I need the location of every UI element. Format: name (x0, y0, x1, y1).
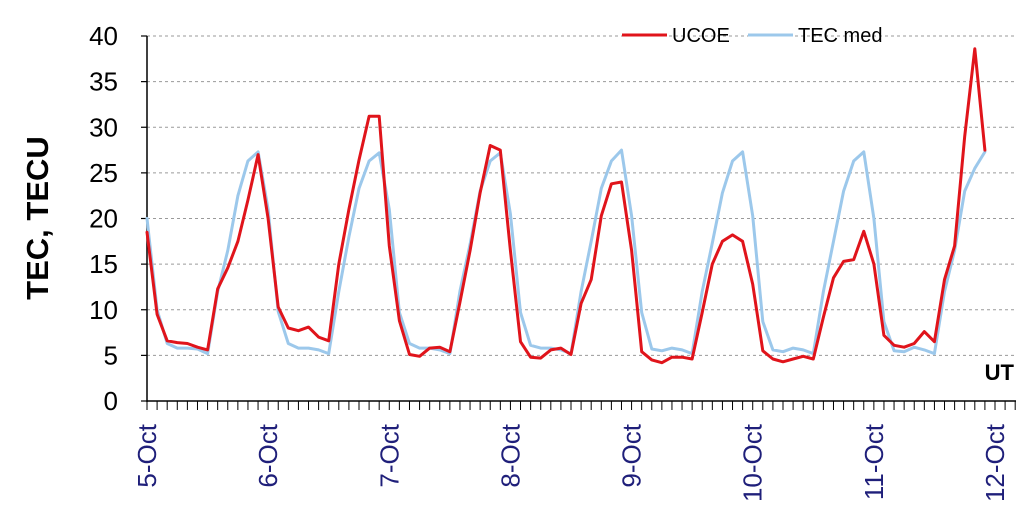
x-axis-minor-ticks (146, 401, 1016, 410)
x-tick-label: 5-Oct (132, 423, 162, 487)
legend-label-ucoe: UCOE (672, 25, 730, 47)
y-tick-label: 0 (104, 386, 118, 416)
y-tick-label: 15 (89, 249, 118, 279)
y-tick-label: 40 (89, 21, 118, 51)
legend: UCOE TEC med (622, 25, 882, 47)
axes (141, 35, 1016, 402)
y-tick-label: 10 (89, 295, 118, 325)
x-tick-label: 6-Oct (253, 423, 283, 487)
x-axis-tick-labels: 5-Oct 6-Oct 7-Oct 8-Oct 9-Oct 10-Oct 11-Oct 12-… (132, 423, 1010, 502)
x-tick-label: 9-Oct (617, 423, 647, 487)
y-tick-label: 20 (89, 204, 118, 234)
gridlines (147, 35, 1016, 356)
y-tick-label: 25 (89, 158, 118, 188)
legend-label-tec-med: TEC med (798, 25, 882, 47)
x-tick-label: 12-Oct (980, 423, 1010, 502)
x-tick-label: 11-Oct (859, 423, 889, 500)
y-tick-label: 5 (104, 340, 118, 370)
y-tick-label: 35 (89, 67, 118, 97)
x-tick-label: 7-Oct (374, 423, 404, 487)
x-tick-label: 8-Oct (495, 423, 525, 487)
x-tick-label: 10-Oct (738, 423, 768, 502)
series-line-ucoe (145, 47, 987, 365)
x-axis-label: UT (985, 360, 1015, 385)
y-tick-label: 30 (89, 112, 118, 142)
y-axis-tick-labels: 0 5 10 15 20 25 30 35 40 (89, 21, 118, 416)
y-axis-label: TEC, TECU (20, 136, 55, 300)
series-lines (145, 47, 987, 365)
